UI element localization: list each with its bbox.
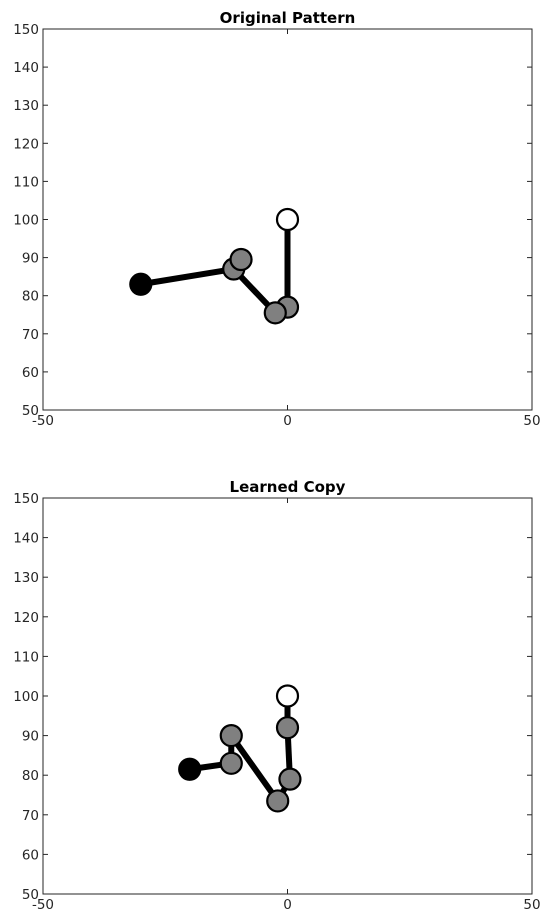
x-tick-label: 0 xyxy=(283,897,292,913)
x-tick-label: 50 xyxy=(523,413,540,429)
y-tick-label: 130 xyxy=(13,98,39,114)
y-tick-label: 150 xyxy=(13,22,39,38)
y-tick-label: 80 xyxy=(22,289,39,305)
x-tick-label: -50 xyxy=(32,897,54,913)
chart-panel-2: Learned Copy 50 60 70 80 90 100 110 120 130 140 150… xyxy=(13,478,540,913)
y-tick-label: 90 xyxy=(22,729,39,745)
y-tick-label: 130 xyxy=(13,570,39,586)
y-tick-label: 90 xyxy=(22,251,39,267)
joint-marker xyxy=(263,301,287,325)
x-tick-label: 0 xyxy=(283,413,292,429)
y-tick-label: 60 xyxy=(22,365,39,381)
chart-panel-1: Original Pattern 50 60 70 80 90 100 110 120 130 14… xyxy=(13,9,540,429)
y-tick-label: 110 xyxy=(13,174,39,190)
y-tick-label: 50 xyxy=(22,887,39,903)
x-tick-label: 50 xyxy=(523,897,540,913)
y-tick-label: 100 xyxy=(13,213,39,229)
y-tick-label: 140 xyxy=(13,531,39,547)
y-tick-label: 100 xyxy=(13,689,39,705)
y-tick-label: 70 xyxy=(22,327,39,343)
joint-marker xyxy=(219,723,243,748)
end-marker xyxy=(178,757,202,781)
joint-marker xyxy=(229,247,253,272)
joint-marker xyxy=(266,789,290,813)
y-tick-label: 120 xyxy=(13,136,39,152)
link-segment xyxy=(228,733,281,803)
y-tick-label: 80 xyxy=(22,768,39,784)
y-tick-label: 120 xyxy=(13,610,39,626)
start-marker xyxy=(275,207,300,232)
joint-marker xyxy=(219,751,243,775)
y-tick-label: 60 xyxy=(22,847,39,863)
joint-marker xyxy=(278,767,302,791)
y-tick-label: 150 xyxy=(13,491,39,507)
chart-title: Original Pattern xyxy=(220,9,356,27)
link-segment xyxy=(140,266,235,288)
y-tick-label: 140 xyxy=(13,60,39,76)
joint-marker xyxy=(275,716,300,740)
x-tick-label: -50 xyxy=(32,413,54,429)
y-tick-label: 50 xyxy=(22,403,39,419)
y-tick-label: 110 xyxy=(13,649,39,665)
y-tick-label: 70 xyxy=(22,808,39,824)
start-marker xyxy=(275,684,300,708)
chart-title: Learned Copy xyxy=(230,478,346,496)
end-marker xyxy=(129,272,153,296)
